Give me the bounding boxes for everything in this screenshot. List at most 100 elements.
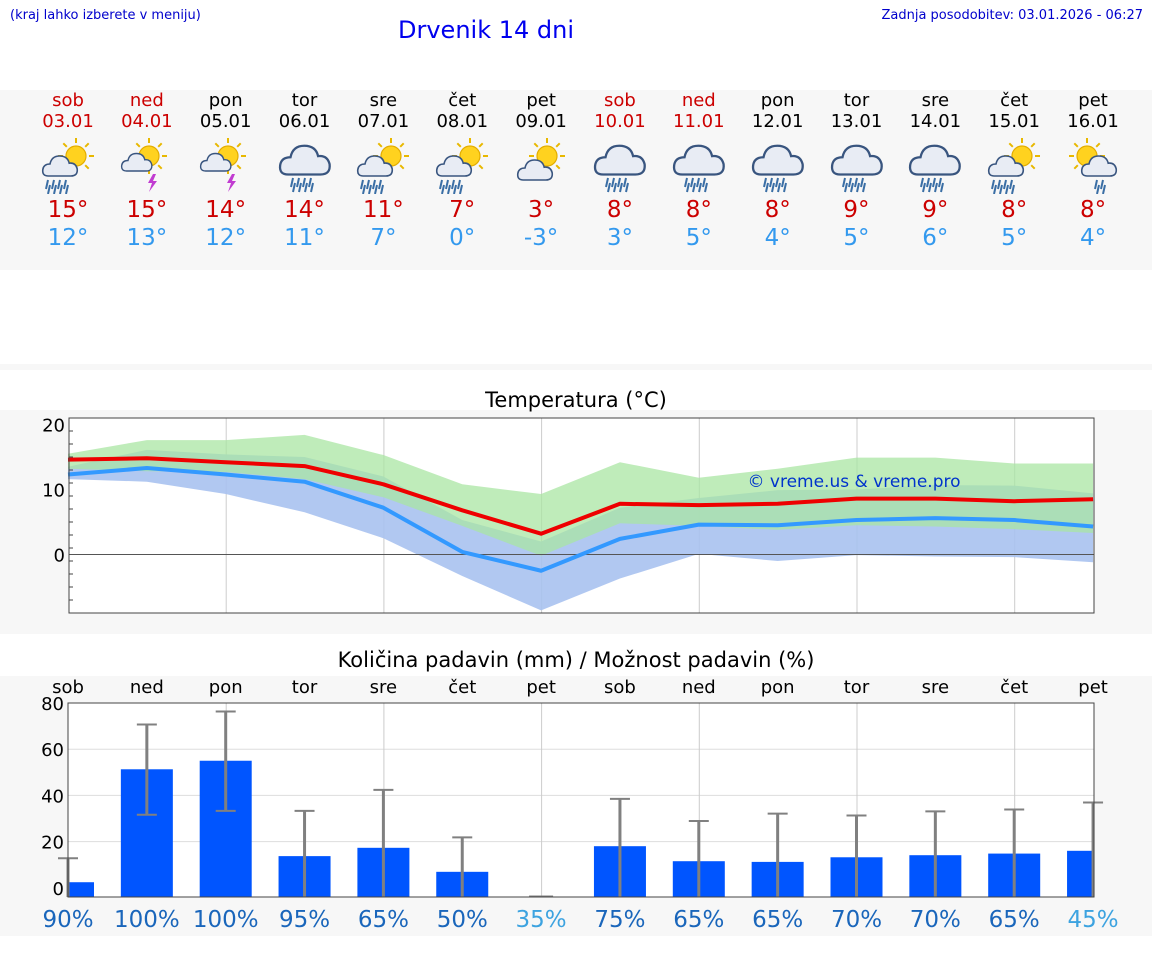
day-name: tor <box>291 90 318 111</box>
day-date: 12.01 <box>751 111 804 132</box>
day-date: 13.01 <box>830 111 883 132</box>
sun-cloud-icon <box>511 138 571 194</box>
max-temperature: 8° <box>1079 197 1107 223</box>
day-column: čet 15.01 8° 5° <box>974 90 1054 252</box>
max-temperature: 9° <box>922 197 949 223</box>
day-column: tor 06.01 14° 11° <box>265 90 345 252</box>
x-day-label: sre <box>370 677 397 698</box>
cloud-rain-icon <box>827 138 887 194</box>
max-temperature: 15° <box>47 197 89 223</box>
day-date: 03.01 <box>42 111 94 132</box>
min-temperature: 7° <box>370 225 397 251</box>
day-column: sob 10.01 8° 3° <box>580 90 660 252</box>
cloud-rain-icon <box>669 138 729 194</box>
precipitation-chance: 45% <box>1067 907 1118 933</box>
precipitation-chance: 65% <box>358 907 409 933</box>
x-day-label: tor <box>292 677 318 698</box>
max-temperature: 14° <box>284 197 325 223</box>
page-title: Drvenik 14 dni <box>398 16 575 44</box>
y-tick-label: 20 <box>42 416 65 437</box>
precipitation-chance: 70% <box>910 907 961 933</box>
day-name: pon <box>208 90 243 111</box>
day-date: 05.01 <box>199 111 252 132</box>
x-day-label: čet <box>1000 677 1028 698</box>
watermark: © vreme.us & vreme.pro <box>747 472 960 492</box>
y-tick-label: 80 <box>41 694 64 715</box>
day-name: sre <box>369 90 398 111</box>
plot-frame <box>67 702 1095 898</box>
precipitation-chance: 95% <box>279 907 330 933</box>
sun-cloud-rain-icon <box>38 138 98 195</box>
x-day-label: sob <box>604 677 636 698</box>
min-temperature: 11° <box>284 225 325 251</box>
x-day-label: sob <box>52 677 84 698</box>
temperature-chart-title: Temperatura (°C) <box>485 388 667 412</box>
max-temperature: 8° <box>764 197 791 223</box>
day-date: 07.01 <box>357 111 410 132</box>
y-tick-label: 40 <box>41 786 64 807</box>
day-column: pon 05.01 14° 12° <box>186 90 266 252</box>
day-name: ned <box>129 90 164 111</box>
sun-cloud-thunder-icon <box>196 138 256 194</box>
day-date: 04.01 <box>121 111 173 132</box>
day-column: ned 04.01 15° 13° <box>107 90 187 252</box>
day-date: 14.01 <box>909 111 962 132</box>
daily-forecast-strip <box>0 90 1152 270</box>
precipitation-chance: 90% <box>42 907 93 933</box>
day-column: sob 03.01 15° 12° <box>28 90 108 252</box>
y-tick-label: 0 <box>54 546 65 567</box>
min-temperature: -3° <box>523 225 559 251</box>
precipitation-chance: 65% <box>673 907 724 933</box>
day-name: sre <box>921 90 950 111</box>
day-column: pet 09.01 3° -3° <box>501 90 581 252</box>
max-temperature: 11° <box>363 197 404 223</box>
sun-cloud-light-rain-icon <box>1063 138 1123 195</box>
precipitation-bar <box>68 882 94 897</box>
day-date: 06.01 <box>278 111 331 132</box>
cloud-rain-icon <box>275 138 335 194</box>
y-tick-label: 60 <box>41 740 64 761</box>
precipitation-chance: 70% <box>831 907 882 933</box>
y-tick-label: 20 <box>41 833 64 854</box>
day-name: tor <box>843 90 870 111</box>
sun-cloud-thunder-icon <box>117 138 177 194</box>
precipitation-chance: 100% <box>193 907 259 933</box>
min-temperature: 12° <box>205 225 247 251</box>
day-name: sob <box>52 90 84 111</box>
temperature-chart: 0 10 20 © vreme.us & vreme.pro <box>42 416 1095 614</box>
sun-cloud-rain-icon <box>432 138 492 195</box>
sun-cloud-rain-icon <box>353 138 413 195</box>
plot-frame <box>68 417 1095 614</box>
x-day-label: pon <box>209 677 243 698</box>
precipitation-chart-title: Količina padavin (mm) / Možnost padavin … <box>337 648 815 672</box>
x-day-label: pet <box>526 677 556 698</box>
x-day-label: ned <box>682 677 716 698</box>
max-temperature: 8° <box>685 197 712 223</box>
day-name: čet <box>1000 90 1029 111</box>
day-column: pon 12.01 8° 4° <box>738 90 818 252</box>
day-column: sre 07.01 11° 7° <box>343 90 423 252</box>
day-date: 15.01 <box>988 111 1040 132</box>
day-column: pet 16.01 8° 4° <box>1053 90 1133 252</box>
location-hint[interactable]: (kraj lahko izberete v meniju) <box>10 8 201 23</box>
day-date: 09.01 <box>515 111 567 132</box>
x-day-label: čet <box>448 677 476 698</box>
min-temperature: 5° <box>685 225 712 251</box>
x-day-label: pon <box>761 677 795 698</box>
day-name: ned <box>681 90 716 111</box>
day-name: sob <box>604 90 636 111</box>
day-name: čet <box>448 90 477 111</box>
day-date: 08.01 <box>436 111 489 132</box>
min-temperature: 12° <box>47 225 89 251</box>
day-date: 10.01 <box>594 111 646 132</box>
cloud-rain-icon <box>748 138 808 194</box>
max-range-band <box>68 434 1094 556</box>
max-temperature: 3° <box>528 197 555 223</box>
precipitation-chance: 50% <box>437 907 488 933</box>
sun-cloud-rain-icon <box>984 138 1044 195</box>
precipitation-chance: 65% <box>989 907 1040 933</box>
min-temperature: 5° <box>1001 225 1028 251</box>
last-update: Zadnja posodobitev: 03.01.2026 - 06:27 <box>881 8 1143 23</box>
y-tick-label: 0 <box>53 879 64 900</box>
